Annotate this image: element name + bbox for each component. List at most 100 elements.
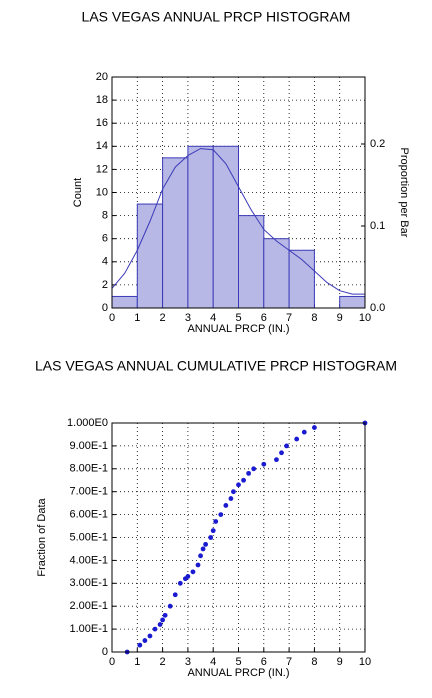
point [228, 496, 234, 501]
x-tick-label: 3 [185, 656, 191, 668]
y-tick-label: 4.00E-1 [69, 554, 108, 566]
x-tick-label: 9 [337, 312, 343, 324]
point [246, 470, 252, 476]
y-tick-label: 14 [96, 140, 108, 152]
point [241, 477, 246, 483]
y2-tick-label: 0.0 [370, 302, 385, 314]
point [190, 569, 196, 575]
point [195, 562, 201, 568]
x-tick-label: 2 [160, 656, 166, 668]
point [167, 603, 173, 609]
point [152, 626, 158, 632]
point [137, 642, 143, 648]
x-axis-label: ANNUAL PRCP (IN.) [187, 667, 289, 679]
x-tick-label: 7 [286, 656, 292, 668]
x-tick-label: 1 [134, 312, 140, 324]
point [210, 528, 216, 534]
point [198, 553, 203, 559]
x-tick-label: 5 [235, 656, 241, 668]
y-tick-label: 7.00E-1 [69, 486, 108, 498]
bar [238, 215, 265, 309]
point [157, 622, 163, 627]
bar [187, 145, 214, 309]
y-tick-label: 4 [102, 256, 108, 268]
x-tick-label: 9 [337, 656, 343, 668]
y-tick-label: 1.00E-1 [69, 623, 108, 635]
y-tick-label: 18 [96, 94, 108, 106]
bar [162, 157, 189, 309]
y-tick-label: 8.00E-1 [69, 463, 108, 475]
x-tick-label: 2 [160, 312, 166, 324]
point [177, 580, 183, 586]
y-tick-label: 8 [102, 210, 108, 222]
point [279, 450, 284, 456]
chart-title: LAS VEGAS ANNUAL PRCP HISTOGRAM [82, 9, 351, 25]
point [231, 489, 236, 495]
bar [339, 295, 366, 309]
bar [111, 295, 138, 309]
x-tick-label: 10 [359, 312, 371, 324]
y2-tick-label: 0.1 [370, 220, 385, 232]
point [200, 546, 206, 552]
x-tick-label: 6 [261, 656, 267, 668]
point [236, 482, 241, 488]
y-axis-label: Count [72, 178, 84, 207]
plot-frame [111, 422, 366, 653]
point [142, 638, 148, 643]
y2-tick-label: 0.2 [370, 138, 385, 150]
point [223, 503, 229, 508]
y-tick-label: 6 [102, 233, 108, 245]
x-tick-label: 0 [109, 656, 115, 668]
y2-axis-label: Proportion per Bar [398, 148, 410, 238]
point [203, 541, 209, 547]
x-tick-label: 8 [311, 312, 317, 324]
x-tick-label: 6 [261, 312, 267, 324]
point [147, 633, 153, 639]
point [284, 443, 289, 449]
y-tick-label: 3.00E-1 [69, 577, 108, 589]
y-tick-label: 10 [96, 186, 108, 198]
y-tick-label: 16 [96, 117, 108, 129]
point [301, 429, 307, 435]
point [261, 461, 267, 467]
x-tick-label: 3 [185, 312, 191, 324]
point [218, 512, 224, 517]
point [160, 617, 166, 623]
x-axis-label: ANNUAL PRCP (IN.) [187, 323, 289, 335]
point [294, 436, 300, 442]
y-tick-label: 0 [102, 646, 108, 658]
point [185, 574, 191, 579]
point [162, 612, 168, 618]
point [274, 457, 279, 463]
x-tick-label: 4 [210, 656, 216, 668]
y-axis-label: Fraction of Data [36, 497, 48, 576]
bar [212, 145, 239, 309]
y-tick-label: 1.000E0 [67, 417, 108, 429]
bar [136, 203, 164, 309]
x-tick-label: 8 [311, 656, 317, 668]
point [213, 519, 219, 524]
y-tick-label: 5.00E-1 [69, 531, 108, 543]
plot-frame [111, 76, 366, 309]
y-tick-label: 12 [96, 163, 108, 175]
x-tick-label: 7 [286, 312, 292, 324]
y-tick-label: 6.00E-1 [69, 509, 108, 521]
y-tick-label: 0 [102, 302, 108, 314]
density-curve [111, 148, 365, 295]
chart-title: LAS VEGAS ANNUAL CUMULATIVE PRCP HISTOGR… [35, 358, 397, 374]
point [208, 535, 214, 540]
point [172, 592, 178, 598]
x-tick-label: 5 [235, 312, 241, 324]
point [312, 425, 317, 430]
y-tick-label: 9.00E-1 [69, 440, 108, 452]
y-tick-label: 20 [96, 71, 108, 83]
x-tick-label: 4 [210, 312, 216, 324]
y-tick-label: 2.00E-1 [69, 600, 108, 612]
bar [263, 238, 290, 309]
y-tick-label: 2 [102, 279, 108, 291]
x-tick-label: 1 [134, 656, 140, 668]
point [251, 466, 257, 472]
x-tick-label: 10 [359, 656, 371, 668]
x-tick-label: 0 [109, 312, 115, 324]
